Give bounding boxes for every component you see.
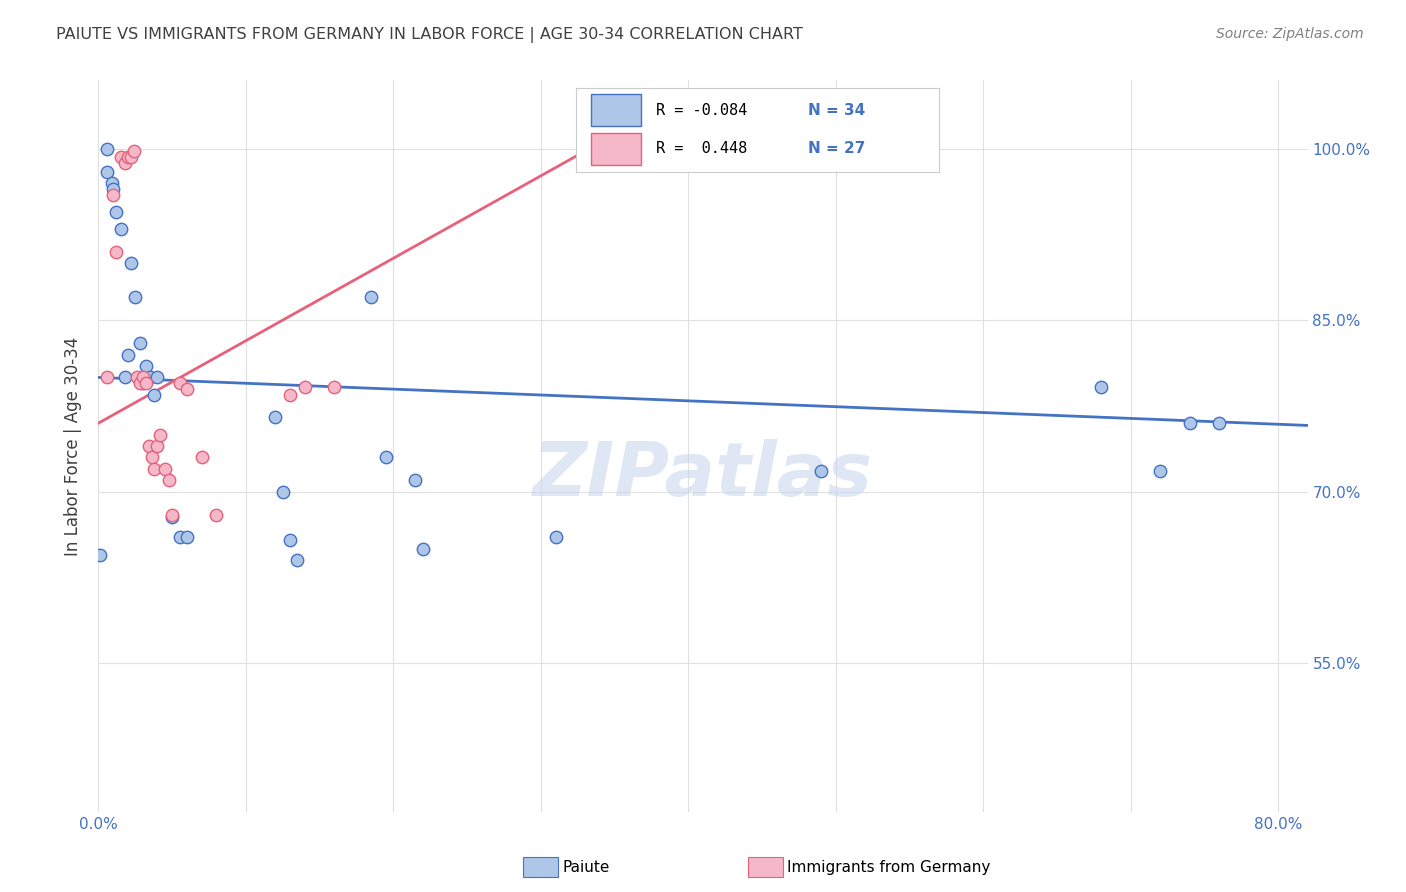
Point xyxy=(375,450,398,465)
Point xyxy=(810,464,832,478)
Point xyxy=(135,376,157,391)
Point xyxy=(120,150,142,164)
Point xyxy=(160,509,183,524)
Text: Source: ZipAtlas.com: Source: ZipAtlas.com xyxy=(1216,27,1364,41)
Point xyxy=(271,484,294,499)
Point xyxy=(412,541,434,556)
Point xyxy=(128,376,150,391)
Point xyxy=(169,376,191,391)
Point xyxy=(120,256,142,270)
Point xyxy=(131,370,153,384)
Point xyxy=(135,359,157,373)
Point xyxy=(264,410,287,425)
Point xyxy=(143,387,166,401)
Point xyxy=(96,165,118,179)
Point xyxy=(139,370,162,384)
Text: ZIPatlas: ZIPatlas xyxy=(533,439,873,512)
Text: Immigrants from Germany: Immigrants from Germany xyxy=(787,861,991,875)
Point xyxy=(323,379,346,393)
Point xyxy=(96,142,118,156)
Text: Paiute: Paiute xyxy=(562,861,610,875)
Point xyxy=(138,439,160,453)
Point xyxy=(131,376,153,391)
Point xyxy=(1090,379,1112,393)
Point xyxy=(96,370,118,384)
Point xyxy=(190,450,212,465)
Point xyxy=(287,553,309,567)
Y-axis label: In Labor Force | Age 30-34: In Labor Force | Age 30-34 xyxy=(65,336,83,556)
Point xyxy=(160,508,183,522)
Point xyxy=(544,530,567,544)
Point xyxy=(1208,416,1230,430)
Point xyxy=(278,387,301,401)
Point xyxy=(101,182,124,196)
Point xyxy=(89,548,111,562)
Point xyxy=(110,150,132,164)
Point xyxy=(146,439,169,453)
Point xyxy=(1149,464,1171,478)
Point xyxy=(176,530,198,544)
Point xyxy=(153,462,176,476)
Point xyxy=(101,187,124,202)
Point xyxy=(125,370,148,384)
Point xyxy=(141,450,163,465)
Point xyxy=(176,382,198,396)
Point xyxy=(143,462,166,476)
Point xyxy=(360,290,382,304)
Text: PAIUTE VS IMMIGRANTS FROM GERMANY IN LABOR FORCE | AGE 30-34 CORRELATION CHART: PAIUTE VS IMMIGRANTS FROM GERMANY IN LAB… xyxy=(56,27,803,43)
Point xyxy=(105,204,128,219)
Point xyxy=(128,336,150,351)
Point xyxy=(146,370,169,384)
Point xyxy=(114,370,136,384)
Point xyxy=(110,222,132,236)
Point xyxy=(124,290,146,304)
Point xyxy=(122,144,145,158)
Point xyxy=(157,473,180,487)
Point xyxy=(100,176,122,190)
Point xyxy=(278,533,301,547)
Point xyxy=(205,508,228,522)
Point xyxy=(149,427,172,442)
Point xyxy=(114,155,136,169)
Point xyxy=(404,473,426,487)
Point xyxy=(1178,416,1201,430)
Point xyxy=(117,348,139,362)
Point xyxy=(117,150,139,164)
Point xyxy=(105,244,128,259)
Point xyxy=(169,530,191,544)
Point xyxy=(294,379,316,393)
